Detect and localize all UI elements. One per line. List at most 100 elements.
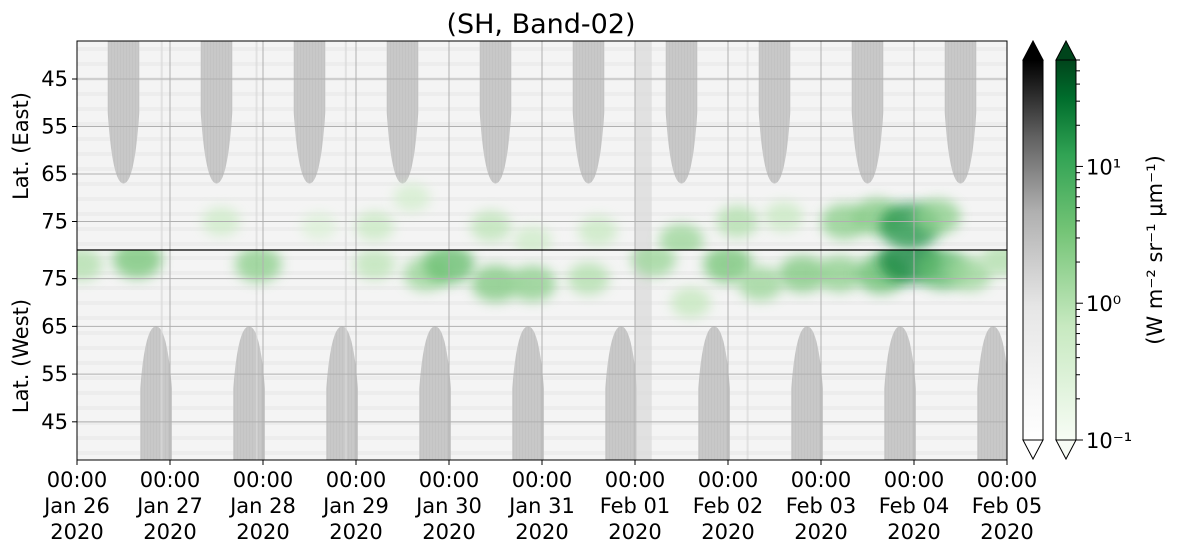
colorbar-label: (W m⁻² sr⁻¹ μm⁻¹) (1143, 155, 1167, 345)
y-tick-label-west: 45 (41, 410, 68, 434)
x-tick-label: 2020 (515, 520, 568, 544)
night-mask-east (479, 41, 512, 184)
night-mask-east (386, 41, 419, 184)
x-tick-label: 00:00 (326, 468, 387, 492)
x-tick-label: Feb 04 (879, 494, 950, 518)
x-tick-label: Jan 27 (135, 494, 203, 518)
x-tick-label: 00:00 (47, 468, 108, 492)
x-tick-label: 00:00 (512, 468, 573, 492)
data-gap (344, 41, 347, 250)
y-tick-label-west: 75 (41, 267, 68, 291)
x-tick-label: 00:00 (419, 468, 480, 492)
x-tick-label: 2020 (143, 520, 196, 544)
x-tick-label: 00:00 (698, 468, 759, 492)
night-mask-east (851, 41, 884, 184)
emission-blob (355, 211, 395, 242)
emission-blob (393, 183, 431, 212)
night-mask-east (944, 41, 977, 184)
y-tick-label-east: 55 (41, 115, 68, 139)
x-tick-label: 00:00 (791, 468, 852, 492)
data-gap (160, 250, 163, 460)
emission-blob (947, 256, 993, 292)
data-gap (746, 41, 749, 250)
emission-blob (913, 198, 961, 235)
emission-blob (509, 265, 557, 302)
night-mask-west (884, 326, 916, 460)
emission-blob (470, 210, 512, 242)
data-gap (255, 250, 258, 460)
data-gap (255, 41, 258, 250)
y-tick-label-east: 45 (41, 67, 68, 91)
y-tick-label-east: 65 (41, 162, 68, 186)
night-mask-west (326, 326, 358, 460)
colorbar-ticks: 10⁻¹ 10⁰ 10¹ (1076, 59, 1132, 453)
night-mask-east (572, 41, 605, 184)
x-tick-label: Jan 30 (414, 494, 482, 518)
night-mask-west (419, 326, 451, 460)
x-tick-label: 2020 (701, 520, 754, 544)
emission-blob (631, 250, 676, 277)
x-tick-label: Jan 26 (42, 494, 110, 518)
emission-blob (301, 212, 337, 240)
x-tick-label: 2020 (422, 520, 475, 544)
x-tick-label: Feb 05 (972, 494, 1043, 518)
night-mask-east (107, 41, 140, 184)
colorbar-tick-label: 10⁻¹ (1086, 429, 1132, 453)
night-mask-west (140, 326, 172, 460)
colorbar-greys (1022, 39, 1044, 461)
emission-blob (670, 287, 711, 318)
x-tick-label: 2020 (236, 520, 289, 544)
x-tick-label: 00:00 (884, 468, 945, 492)
data-gap (635, 250, 652, 460)
emission-blob (77, 250, 103, 281)
y-tick-label-west: 65 (41, 314, 68, 338)
x-tick-label: Jan 31 (507, 494, 575, 518)
chart-title: (SH, Band-02) (446, 9, 635, 40)
x-tick-label: 2020 (329, 520, 382, 544)
x-tick-label: 00:00 (233, 468, 294, 492)
x-tick-label: Feb 03 (786, 494, 857, 518)
ylabel-west: Lat. (West) (9, 299, 33, 413)
night-mask-west (605, 326, 637, 460)
x-tick-label: Feb 02 (693, 494, 764, 518)
x-tick-label: 2020 (980, 520, 1033, 544)
emission-blob (738, 266, 783, 301)
data-gap (746, 250, 749, 460)
emission-blob (578, 215, 618, 247)
night-mask-west (698, 326, 730, 460)
x-tick-label: 2020 (608, 520, 661, 544)
x-tick-label: Jan 28 (228, 494, 296, 518)
colorbar-greens (1055, 39, 1077, 461)
emission-blob (354, 250, 396, 281)
emission-blob (778, 255, 827, 293)
night-mask-east (758, 41, 791, 184)
night-mask-west (512, 326, 544, 460)
night-mask-east (200, 41, 233, 184)
y-tick-label-west: 55 (41, 362, 68, 386)
night-mask-west (977, 326, 1007, 460)
x-tick-label: 2020 (794, 520, 847, 544)
night-mask-east (293, 41, 326, 184)
emission-blob (112, 250, 163, 279)
data-gap (160, 41, 163, 250)
data-gap (344, 250, 347, 460)
x-tick-label: Feb 01 (600, 494, 671, 518)
colorbar-tick-label: 10⁰ (1086, 292, 1121, 316)
data-gap (635, 41, 652, 250)
emission-blob (816, 255, 863, 292)
colorbar-tick-label: 10¹ (1086, 155, 1121, 179)
x-tick-label: Jan 29 (321, 494, 389, 518)
y-tick-label-east: 75 (41, 210, 68, 234)
night-mask-west (791, 326, 823, 460)
x-tick-label: 2020 (50, 520, 103, 544)
emission-blob (235, 250, 282, 283)
emission-blob (659, 223, 704, 250)
emission-blob (764, 201, 804, 232)
x-tick-label: 2020 (887, 520, 940, 544)
night-mask-east (665, 41, 698, 184)
x-tick-label: 00:00 (140, 468, 201, 492)
x-tick-label: 00:00 (977, 468, 1038, 492)
x-tick-label: 00:00 (605, 468, 666, 492)
